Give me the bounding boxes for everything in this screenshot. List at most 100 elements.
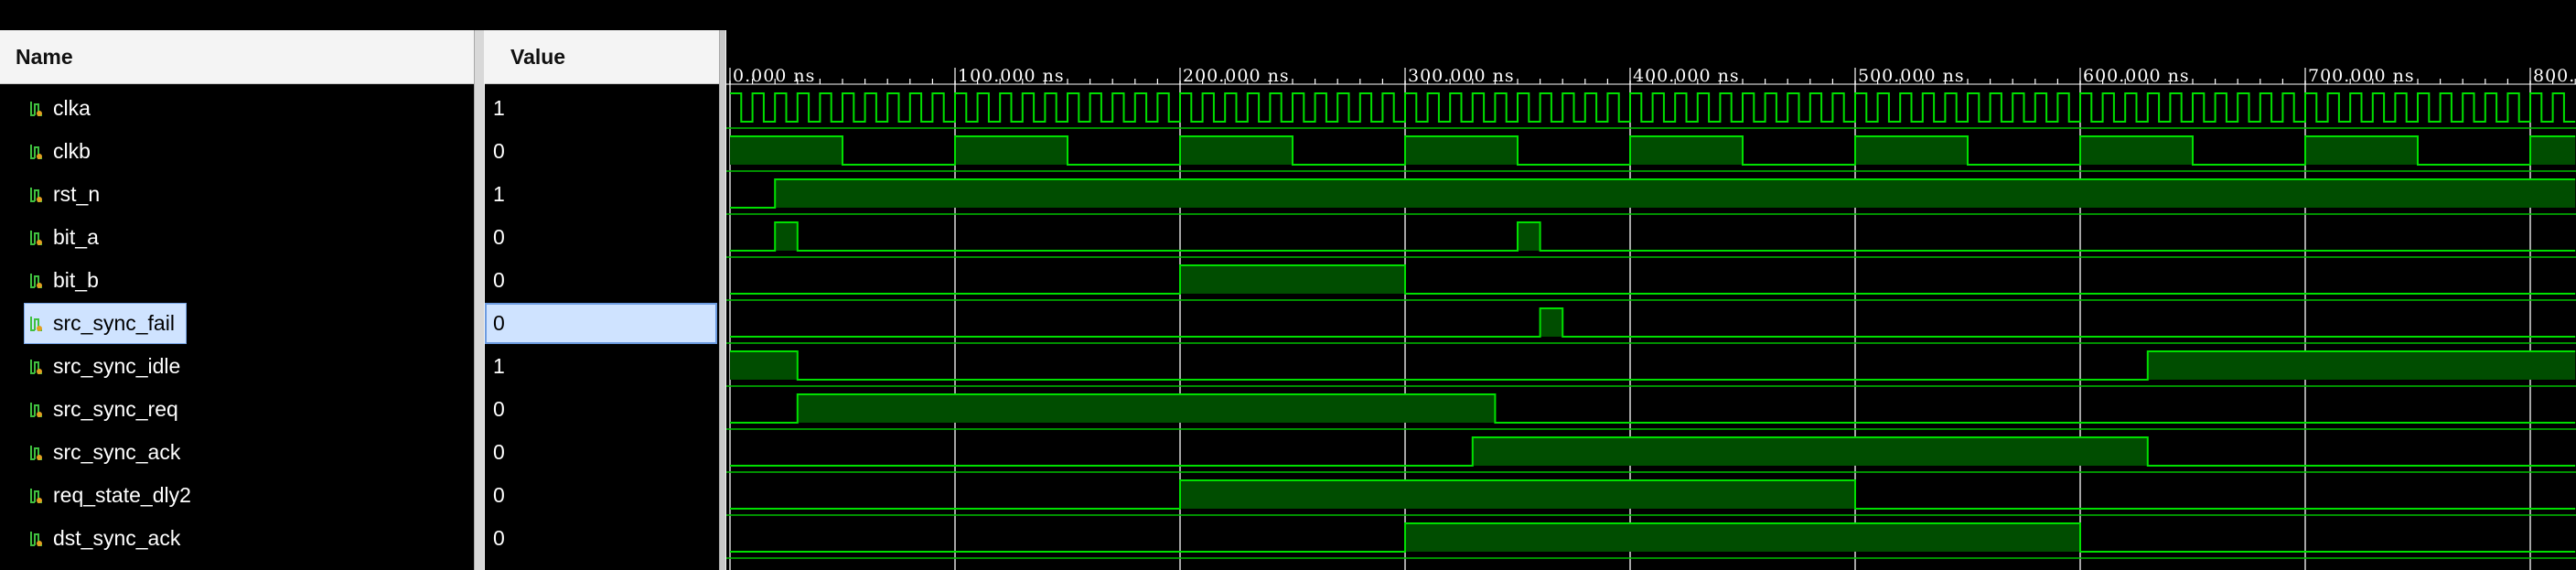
signal-value-label: 0: [493, 526, 505, 550]
signal-value-cell[interactable]: 0: [485, 517, 719, 560]
signal-value-label: 0: [493, 483, 505, 507]
signal-icon: [29, 228, 44, 248]
signal-icon: [29, 99, 44, 119]
signal-value-cell[interactable]: 0: [485, 431, 719, 474]
top-toolbar-area: [0, 0, 721, 30]
signal-icon: [29, 357, 44, 377]
wave-trace-src-sync-ack: [730, 436, 2576, 467]
signal-value-label: 1: [493, 354, 505, 378]
signal-name-label: bit_b: [53, 268, 99, 292]
wave-high-clkb: [730, 136, 843, 165]
signal-row-src-sync-idle[interactable]: src_sync_idle: [0, 345, 474, 388]
wave-high-clkb: [1630, 136, 1743, 165]
time-tick-label: 400.000 ns: [1633, 66, 1740, 86]
wave-high-src-sync-fail: [1540, 308, 1563, 337]
time-tick-label: 0.000 ns: [733, 66, 815, 86]
signal-row-bit-a[interactable]: bit_a: [0, 216, 474, 259]
signal-icon: [29, 443, 44, 463]
wave-high-rst-n: [775, 179, 2576, 208]
signal-value-cell[interactable]: 1: [485, 87, 719, 130]
wave-high-clkb: [2080, 136, 2193, 165]
waveform-canvas[interactable]: 0.000 ns 100.000 ns 200.000 ns 300.000 ns 40…: [726, 0, 2576, 570]
time-tick-label: 600.000 ns: [2083, 66, 2190, 86]
signal-name-label: src_sync_req: [53, 397, 178, 421]
wave-trace-rst-n: [730, 178, 2576, 209]
wave-high-src-sync-idle: [730, 351, 798, 380]
signal-name-pane: Name clka clkb rst_n bit_a bit_b src_sync_fai…: [0, 30, 474, 570]
wave-trace-bit-a: [730, 221, 2576, 252]
wave-trace-req-state-dly2: [730, 479, 2576, 510]
wave-high-src-sync-ack: [1472, 437, 2148, 466]
signal-value-cell[interactable]: 0: [485, 259, 719, 302]
signal-value-cell[interactable]: 0: [485, 302, 719, 345]
name-column-header[interactable]: Name: [0, 30, 474, 84]
wave-high-bit-a: [1518, 222, 1540, 251]
signal-row-src-sync-fail[interactable]: src_sync_fail: [0, 302, 474, 345]
wave-trace-bit-b: [730, 264, 2576, 295]
signal-icon: [29, 314, 44, 334]
signal-row-clka[interactable]: clka: [0, 87, 474, 130]
wave-high-clkb: [1180, 136, 1293, 165]
signal-row-dst-sync-ack[interactable]: dst_sync_ack: [0, 517, 474, 560]
wave-high-clkb: [2305, 136, 2418, 165]
wave-high-bit-a: [775, 222, 798, 251]
signal-row-req-state-dly2[interactable]: req_state_dly2: [0, 474, 474, 517]
signal-value-cell[interactable]: 0: [485, 388, 719, 431]
wave-trace-clka: [730, 92, 2576, 123]
signal-value-cell[interactable]: 1: [485, 173, 719, 216]
signal-value-label: 0: [493, 311, 505, 335]
wave-trace-dst-sync-ack: [730, 522, 2576, 553]
signal-icon: [29, 400, 44, 420]
signal-icon: [29, 271, 44, 291]
signal-row-src-sync-req[interactable]: src_sync_req: [0, 388, 474, 431]
signal-row-bit-b[interactable]: bit_b: [0, 259, 474, 302]
signal-row-src-sync-ack[interactable]: src_sync_ack: [0, 431, 474, 474]
signal-value-label: 0: [493, 268, 505, 292]
signal-value-cell[interactable]: 0: [485, 474, 719, 517]
signal-value-cell[interactable]: 0: [485, 130, 719, 173]
value-column-header[interactable]: Value: [485, 30, 719, 84]
time-tick-label: 700.000 ns: [2308, 66, 2415, 86]
signal-name-label: clkb: [53, 139, 91, 163]
time-tick-label: 300.000 ns: [1408, 66, 1515, 86]
wave-high-clkb: [955, 136, 1068, 165]
selection-highlight: [485, 303, 717, 344]
signal-icon: [29, 486, 44, 506]
wave-high-clkb: [1405, 136, 1518, 165]
column-splitter[interactable]: [474, 30, 485, 570]
signal-name-label: rst_n: [53, 182, 101, 206]
wave-trace-src-sync-fail: [730, 307, 2576, 338]
signal-icon: [29, 142, 44, 162]
wave-trace-src-sync-req: [730, 393, 2576, 424]
signal-name-label: src_sync_ack: [53, 440, 181, 464]
time-tick-label: 800.000 ns: [2533, 66, 2576, 86]
wave-high-clkb: [2530, 136, 2576, 165]
wave-high-src-sync-idle: [2147, 351, 2576, 380]
signal-name-label: src_sync_fail: [53, 311, 175, 335]
wave-high-req-state-dly2: [1180, 480, 1855, 509]
signal-value-cell[interactable]: 0: [485, 216, 719, 259]
signal-row-rst-n[interactable]: rst_n: [0, 173, 474, 216]
signal-value-pane: Value 1 0 1 0 0 0 1 0 0 0 0: [485, 30, 719, 570]
signal-name-label: req_state_dly2: [53, 483, 191, 507]
waveform-pane[interactable]: 0.000 ns 100.000 ns 200.000 ns 300.000 ns 40…: [726, 0, 2576, 570]
time-tick-label: 200.000 ns: [1183, 66, 1290, 86]
pane-splitter[interactable]: [719, 30, 726, 570]
signal-icon: [29, 529, 44, 549]
signal-icon: [29, 185, 44, 205]
time-tick-label: 500.000 ns: [1858, 66, 1965, 86]
signal-name-label: dst_sync_ack: [53, 526, 181, 550]
wave-trace-clkb: [730, 135, 2576, 166]
signal-value-label: 0: [493, 139, 505, 163]
wave-trace-src-sync-idle: [730, 350, 2576, 381]
signal-value-label: 1: [493, 96, 505, 120]
wave-high-src-sync-req: [797, 394, 1496, 423]
selection-highlight: [24, 303, 187, 344]
wave-high-clkb: [1855, 136, 1968, 165]
wave-high-bit-b: [1180, 265, 1405, 294]
signal-value-label: 0: [493, 225, 505, 249]
signal-value-label: 1: [493, 182, 505, 206]
signal-row-clkb[interactable]: clkb: [0, 130, 474, 173]
signal-value-cell[interactable]: 1: [485, 345, 719, 388]
signal-name-label: bit_a: [53, 225, 99, 249]
